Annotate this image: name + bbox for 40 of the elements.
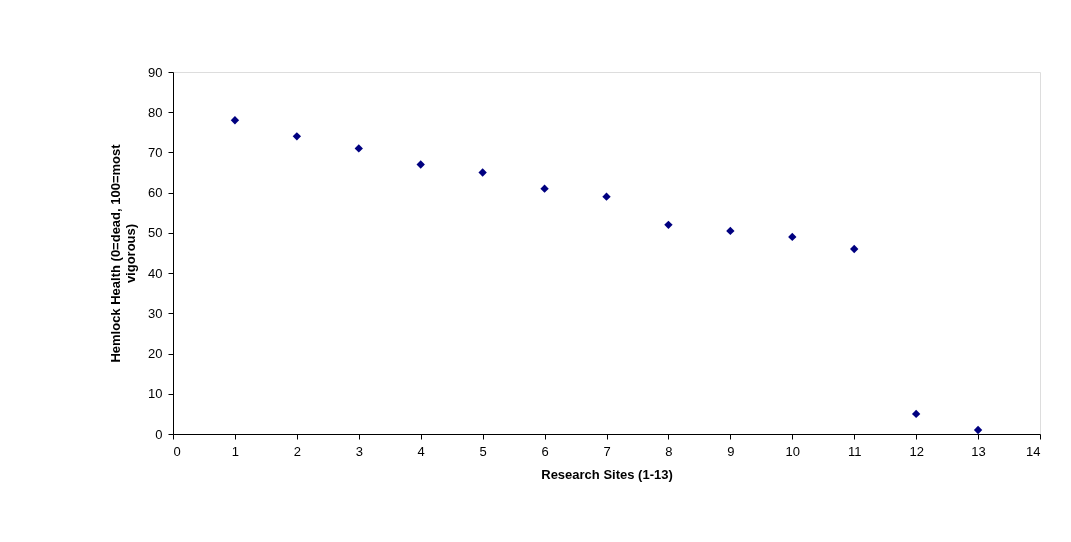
y-tick-label: 20 [148, 346, 163, 362]
point [726, 226, 735, 236]
x-tick-label: 8 [665, 443, 673, 459]
y-tick-label: 50 [148, 225, 163, 241]
point [292, 132, 302, 141]
point [664, 220, 673, 230]
point [850, 244, 859, 254]
x-tick-label: 4 [417, 443, 425, 459]
x-tick-label: 3 [355, 443, 363, 459]
point [602, 192, 611, 201]
x-tick-label: 9 [727, 443, 735, 459]
point [230, 116, 240, 125]
x-tick-label: 14 [1026, 443, 1041, 459]
point [478, 168, 487, 177]
y-tick-label: 40 [148, 265, 163, 281]
x-tick-label: 11 [847, 443, 862, 459]
x-tick-label: 13 [971, 443, 986, 459]
point [788, 232, 797, 242]
y-tick-label: 10 [148, 386, 163, 402]
x-tick-label: 12 [909, 443, 924, 459]
x-axis-title: Research Sites (1-13) [541, 466, 673, 482]
y-tick-label: 70 [148, 144, 163, 160]
x-tick-label: 10 [785, 443, 801, 459]
y-tick-label: 30 [148, 305, 163, 321]
point [911, 409, 921, 419]
y-tick-label: 60 [148, 185, 163, 201]
x-tick-label: 6 [541, 443, 549, 459]
y-tick-label: 90 [148, 64, 163, 80]
point [973, 425, 983, 435]
y-axis-title: Hemlock Health (0=dead, 100=most vigorous) [108, 143, 139, 363]
y-tick-label: 80 [148, 104, 163, 120]
x-tick-label: 2 [293, 443, 301, 459]
point [540, 184, 549, 193]
x-tick-label: 0 [173, 443, 181, 459]
x-tick-label: 7 [603, 443, 611, 459]
x-tick-label: 1 [231, 443, 240, 459]
x-tick-label: 5 [479, 443, 487, 459]
point [416, 160, 425, 169]
y-tick-label: 0 [155, 426, 163, 442]
point [354, 144, 363, 153]
